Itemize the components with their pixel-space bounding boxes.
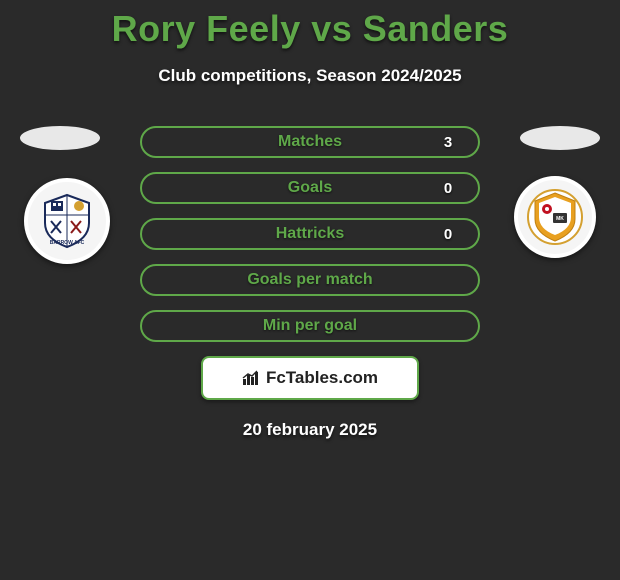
date-text: 20 february 2025 — [0, 420, 620, 440]
comparison-card: Rory Feely vs Sanders Club competitions,… — [0, 0, 620, 440]
stat-row-hattricks: Hattricks 0 — [140, 218, 480, 250]
stat-label: Min per goal — [202, 317, 418, 335]
stat-label: Goals — [202, 179, 418, 197]
stats-list: Matches 3 Goals 0 Hattricks 0 Goals per … — [0, 126, 620, 342]
stat-right-value: 3 — [418, 134, 478, 151]
stat-row-matches: Matches 3 — [140, 126, 480, 158]
brand-text: FcTables.com — [266, 368, 378, 388]
stat-row-goals: Goals 0 — [140, 172, 480, 204]
stat-label: Matches — [202, 133, 418, 151]
stat-right-value: 0 — [418, 226, 478, 243]
page-title: Rory Feely vs Sanders — [0, 8, 620, 50]
bar-chart-icon — [242, 369, 262, 387]
stat-row-min-per-goal: Min per goal — [140, 310, 480, 342]
stat-label: Goals per match — [202, 271, 418, 289]
stat-label: Hattricks — [202, 225, 418, 243]
brand-badge[interactable]: FcTables.com — [201, 356, 419, 400]
stat-row-goals-per-match: Goals per match — [140, 264, 480, 296]
subtitle: Club competitions, Season 2024/2025 — [0, 66, 620, 86]
stat-right-value: 0 — [418, 180, 478, 197]
